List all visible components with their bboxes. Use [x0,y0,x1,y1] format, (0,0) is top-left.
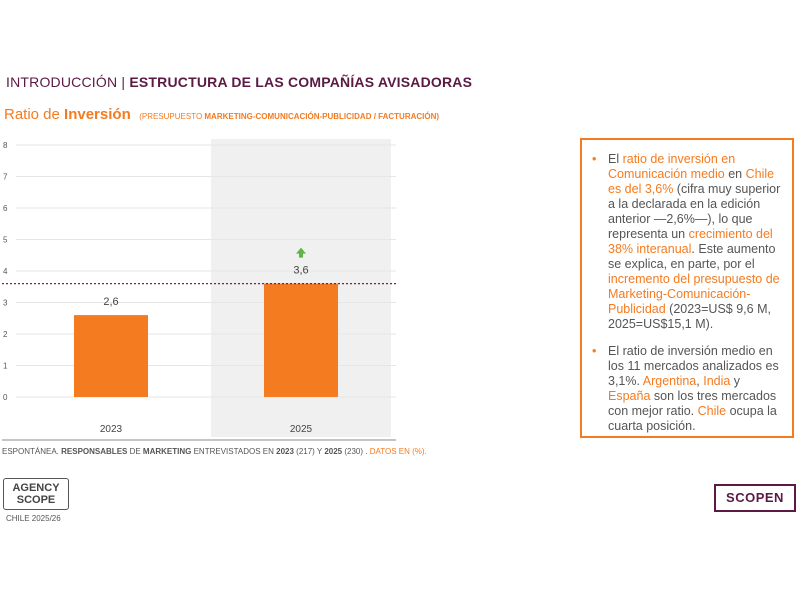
chart-title-note: (PRESUPUESTO MARKETING-COMUNICACIÓN-PUBL… [139,112,439,121]
data-label: 3,6 [293,265,308,277]
insight-highlight: Chile [697,404,727,418]
footnote-part: 2023 [276,447,294,456]
chart-title-word1: Ratio de [4,106,65,123]
insight-paragraph-2: • El ratio de inversión medio en los 11 m… [592,344,784,434]
y-tick-label: 7 [3,173,8,182]
y-tick-label: 4 [3,267,8,276]
insight-text: El [608,152,623,166]
y-tick-label: 8 [3,141,8,150]
x-tick-label: 2023 [100,424,123,435]
bar [264,283,338,397]
insight-highlight: ratio de inversión en Comunicación medio [608,152,736,181]
insight-text: en [724,167,746,181]
footnote-part: DE [127,447,143,456]
footnote-part: MARKETING [142,447,192,456]
insight-box: • El ratio de inversión en Comunicación m… [580,138,794,438]
insight-highlight: India [703,374,731,388]
footnote-part: (217) Y [293,447,325,456]
bar-chart: 0 1 2 3 4 5 6 7 8 2,6 2023 3,6 2025 [2,139,396,441]
insight-text: , [696,374,704,388]
logo-line: SCOPE [16,494,56,506]
footnote-part: ENTREVISTADOS EN [191,447,277,456]
insight-text: (2023=US$ 9,6 M, 2025=US$15,1 M). [608,302,771,331]
insight-highlight: Chile es del 3,6% [608,167,775,196]
chart-title-note-a: (PRESUPUESTO [139,112,205,121]
y-tick-label: 5 [3,236,8,245]
footnote-part: RESPONSABLES [61,447,128,456]
header-title: ESTRUCTURA DE LAS COMPAÑÍAS AVISADORAS [129,74,473,90]
bullet-icon: • [592,152,597,166]
insight-text: y [730,374,741,388]
y-tick-label: 2 [3,330,8,339]
agency-scope-logo: AGENCY SCOPE [3,478,69,510]
logo-edition: CHILE 2025/26 [6,514,61,523]
insight-text: (cifra muy superior a la declarada en la… [608,182,781,241]
insight-text: ocupa la cuarta posición. [608,404,777,433]
insight-highlight: crecimiento del 38% interanual [608,227,773,256]
insight-text: son los tres mercados con mejor ratio. [608,389,777,418]
y-tick-label: 1 [3,362,8,371]
scopen-logo: SCOPEN [714,484,796,512]
footnote-part: ESPONTÁNEA. [2,447,62,456]
y-tick-label: 3 [3,299,8,308]
y-tick-label: 0 [3,393,8,402]
insight-highlight: incremento del presupuesto de Marketing-… [608,272,780,316]
x-tick-label: 2025 [290,424,313,435]
chart-footnote: ESPONTÁNEA. RESPONSABLES DE MARKETING EN… [2,447,427,456]
data-label: 2,6 [103,296,118,308]
insight-paragraph-1: • El ratio de inversión en Comunicación m… [592,152,784,332]
insight-highlight: Argentina [642,374,697,388]
insight-text: El ratio de inversión medio en los 11 me… [608,344,779,388]
increase-arrow-icon [296,247,306,258]
bullet-icon: • [592,344,597,358]
chart-title-word2: Inversión [64,106,131,123]
insight-text: . Este aumento se explica, en parte, por… [608,242,776,271]
insight-highlight: España [608,389,651,403]
footnote-part: DATOS EN (%). [369,447,427,456]
chart-title: Ratio de Inversión (PRESUPUESTO MARKETIN… [4,106,439,124]
footnote-part: (230) . [342,447,370,456]
logo-line: AGENCY [12,482,60,494]
y-tick-label: 6 [3,204,8,213]
footnote-part: 2025 [324,447,343,456]
bar [74,315,148,397]
chart-title-note-b: MARKETING-COMUNICACIÓN-PUBLICIDAD / FACT… [204,112,440,121]
header-section: INTRODUCCIÓN | [6,74,130,90]
page-header: INTRODUCCIÓN | ESTRUCTURA DE LAS COMPAÑÍ… [6,74,472,90]
